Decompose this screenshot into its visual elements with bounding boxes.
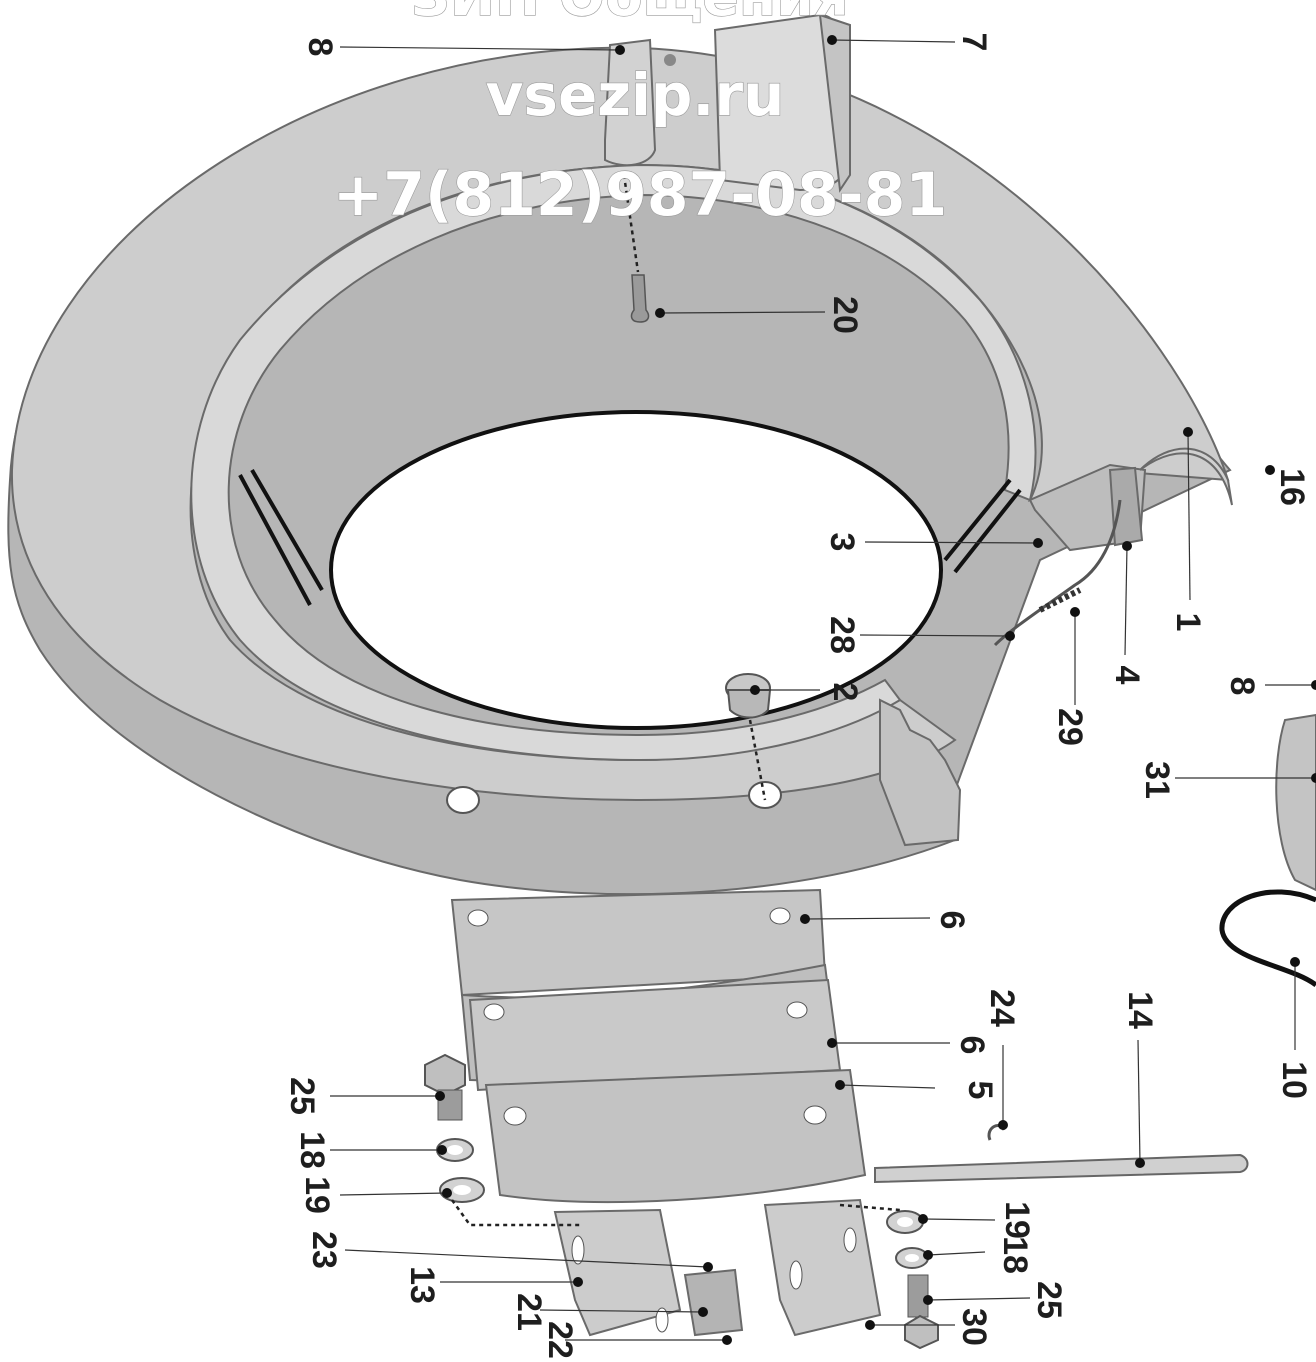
callout-label: 20 xyxy=(826,296,864,334)
watermark: ЗИП Общения vsezip.ru +7(812)987-08-81 xyxy=(332,0,947,231)
callout-leader xyxy=(839,1084,936,1089)
callout-dot xyxy=(865,1320,875,1330)
hinge-stack xyxy=(450,888,882,1337)
callout-label: 18 xyxy=(996,1236,1034,1274)
watermark-phone: +7(812)987-08-81 xyxy=(333,160,947,230)
callout-dot xyxy=(923,1250,933,1260)
callout-label: 19 xyxy=(998,1201,1036,1239)
callout-dot xyxy=(615,45,625,55)
callout-dot xyxy=(1183,427,1193,437)
callout-label: 5 xyxy=(961,1081,999,1100)
hinge-rod-14 xyxy=(874,1153,1249,1184)
callout-dot xyxy=(1070,607,1080,617)
callout-dot xyxy=(1311,773,1316,783)
callout-dot xyxy=(722,1335,732,1345)
callout-dot xyxy=(1290,957,1300,967)
callout-dot xyxy=(1135,1158,1145,1168)
callout-leader xyxy=(859,634,1011,637)
callout-label: 22 xyxy=(541,1321,579,1359)
callout-leader xyxy=(339,1192,448,1196)
screw-20 xyxy=(622,174,650,323)
callout-label: 6 xyxy=(933,911,971,930)
callout-dot xyxy=(827,35,837,45)
callout-dot xyxy=(703,1262,713,1272)
callout-dot xyxy=(698,1307,708,1317)
callout-leader xyxy=(1124,545,1128,656)
callout-dot xyxy=(1122,541,1132,551)
callout-leader xyxy=(1137,1039,1141,1164)
callout-dot xyxy=(827,1038,837,1048)
callout-leader xyxy=(922,1218,996,1221)
callout-dot xyxy=(1033,538,1043,548)
callout-label: 6 xyxy=(953,1036,991,1055)
callout-label: 18 xyxy=(293,1131,331,1169)
plug-2 xyxy=(725,673,772,801)
callout-leader xyxy=(864,541,1039,544)
callout-dot xyxy=(918,1214,928,1224)
watermark-header: ЗИП Общения xyxy=(411,0,848,28)
callout-dot xyxy=(923,1295,933,1305)
callout-label: 13 xyxy=(403,1266,441,1304)
callout-leader xyxy=(804,917,931,920)
callout-label: 24 xyxy=(983,989,1021,1027)
callout-label: 10 xyxy=(1275,1061,1313,1099)
callout-leader xyxy=(659,311,826,314)
callout-dot xyxy=(573,1277,583,1287)
callout-dot xyxy=(435,1091,445,1101)
callout-dot xyxy=(800,914,810,924)
callout-dot xyxy=(655,308,665,318)
callout-label: 7 xyxy=(955,33,993,52)
callout-label: 29 xyxy=(1051,708,1089,746)
callout-dot xyxy=(437,1145,447,1155)
callout-label: 28 xyxy=(823,616,861,654)
callout-label: 1 xyxy=(1169,613,1207,632)
callout-leader xyxy=(831,39,956,43)
callout-label: 14 xyxy=(1121,991,1159,1029)
callout-leader xyxy=(344,1249,709,1268)
callout-label: 8 xyxy=(1223,677,1261,696)
callout-leader xyxy=(339,46,621,51)
right-edge-part xyxy=(1219,713,1316,988)
callout-leader xyxy=(927,1251,986,1256)
watermark-site: vsezip.ru xyxy=(486,61,785,129)
callout-dot xyxy=(1311,680,1316,690)
callout-leader xyxy=(539,1309,704,1313)
callout-dot xyxy=(835,1080,845,1090)
callout-label: 25 xyxy=(283,1077,321,1115)
callout-dot xyxy=(1265,465,1275,475)
callout-label: 3 xyxy=(823,533,861,552)
callout-label: 2 xyxy=(826,683,864,702)
callout-label: 16 xyxy=(1273,468,1311,506)
door-glass xyxy=(238,410,1022,730)
callout-leader xyxy=(927,1297,1031,1301)
callout-dot xyxy=(750,685,760,695)
callout-dot xyxy=(1005,631,1015,641)
hinge-plate-top xyxy=(604,13,851,193)
callout-label: 4 xyxy=(1108,666,1146,685)
callout-label: 8 xyxy=(301,38,339,57)
callout-label: 23 xyxy=(305,1231,343,1269)
callout-label: 25 xyxy=(1030,1281,1068,1319)
latch-spring xyxy=(993,466,1144,647)
callout-leader xyxy=(1187,431,1191,601)
callout-dot xyxy=(442,1188,452,1198)
callout-label: 30 xyxy=(955,1308,993,1346)
callout-dot xyxy=(998,1120,1008,1130)
callout-label: 31 xyxy=(1138,761,1176,799)
callout-label: 19 xyxy=(298,1176,336,1214)
callout-label: 21 xyxy=(510,1293,548,1331)
